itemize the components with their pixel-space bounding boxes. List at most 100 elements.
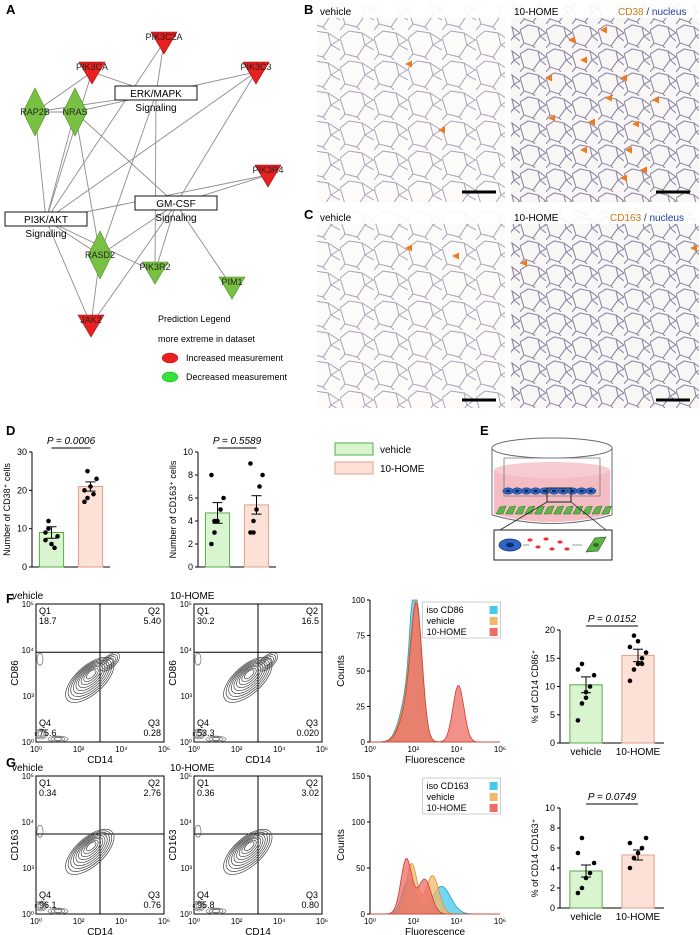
bar [569,870,603,909]
quadrant-value: 16.5 [301,616,319,626]
contour [236,836,262,861]
legend-title: Prediction Legend [158,314,231,324]
contour [194,901,204,910]
contour [50,736,66,742]
contour [192,900,206,912]
quadrant-label: Q4 [197,718,209,728]
data-point [627,678,633,684]
data-point [627,840,633,846]
bar-chart-d-cd163: 0 2 4 6 8 10 Number of CD163⁺ cells P = 0.5589 [168,436,276,572]
y-axis-label: CD163 [168,829,179,861]
arrowhead [405,60,412,68]
legend-increased-label: Increased measurement [186,353,284,363]
y-tick-label: 75 [356,632,365,641]
data-point [575,890,581,896]
arrowhead [580,146,587,154]
plot-title: vehicle [12,763,44,774]
bar-chart-g-cd163: 0 2 4 6 8 10 % of CD14 CD163⁺ vehicle 10-HOME P =… [530,792,664,923]
y-tick-label: 5 [550,710,555,720]
contour [223,656,273,703]
y-tick-label: 10 [545,803,555,813]
arrowheads [405,244,697,267]
legend-decreased-label: Decreased measurement [186,372,288,382]
micrograph-c-vehicle [317,210,505,408]
y-tick-label: 8 [550,823,555,833]
y-tick-label: 100 [352,818,366,827]
panel-label-g: G [6,755,16,770]
data-point [587,870,593,876]
quadrant-value: 18.7 [39,616,57,626]
panel-label-e: E [480,423,489,438]
histogram-curve [370,858,500,915]
data-point [631,667,637,672]
contour [243,841,255,852]
data-point [579,661,585,667]
category-label: 10-HOME [616,747,661,758]
legend-10home-label: 10-HOME [380,464,425,475]
data-point [627,865,633,871]
contour [53,737,63,741]
x-tick-label: 10⁶ [316,745,328,754]
contour [78,836,104,861]
data-point [46,518,51,524]
bar-chart-d-cd38: 0 10 20 30 Number of CD38⁺ cells P = 0.0006 [2,436,110,572]
quadrant-label: Q3 [148,890,160,900]
cell-nucleus [579,489,584,493]
y-tick-label: 150 [352,772,366,781]
data-point [49,541,54,547]
contour [259,654,276,670]
y-tick-label: 10⁰ [22,738,34,747]
x-axis-label: CD14 [245,927,271,935]
x-tick-label: 10⁰ [364,917,376,926]
x-tick-label: 10⁰ [30,917,42,926]
y-axis-label: Counts [336,829,347,861]
histogram-legend [422,601,501,639]
contour [241,839,257,855]
contour [231,833,266,866]
micrograph-b-vehicle [317,4,505,202]
data-point [583,689,589,695]
y-tick-label: 6 [188,493,193,503]
y-tick-label: 4 [550,863,555,873]
x-tick-label: 10⁶ [158,745,170,754]
x-axis-label: Fluorescence [405,755,465,766]
quadrant-label: Q3 [306,718,318,728]
data-point [631,855,637,861]
y-tick-label: 10⁴ [180,646,193,655]
data-point [212,530,217,535]
legend-decreased-swatch [161,371,179,383]
contour [208,736,224,742]
quadrant-value: 0.76 [143,900,161,910]
x-axis-label: CD14 [87,755,113,766]
cell-nucleus [552,489,556,493]
data-point [260,472,265,478]
contour [223,828,273,875]
data-point [55,534,60,539]
data-point [579,885,585,891]
data-point [88,484,93,489]
data-point [46,526,51,531]
cell-nucleus [588,489,593,493]
gene-label: PIK3R4 [252,165,283,175]
contour [85,841,97,852]
contour [238,838,259,858]
panel-label-d: D [6,423,15,438]
b-10home-label: 10-HOME [514,7,559,18]
x-tick-label: 10⁴ [450,745,463,754]
quadrant-value: 5.40 [143,616,161,626]
x-tick-label: 10² [73,917,85,926]
data-point [639,655,645,661]
arrowhead [568,36,575,44]
y-axis-label: % of CD14 CD86⁺ [530,649,540,723]
legend-label: iso CD86 [427,605,464,615]
data-point [251,530,256,535]
y-tick-label: 10⁵ [180,600,192,609]
y-tick-label: 50 [356,864,365,873]
contour [208,908,224,914]
x-tick-label: 10⁰ [188,745,200,754]
quadrant-label: Q4 [39,890,51,900]
data-point [575,718,581,723]
